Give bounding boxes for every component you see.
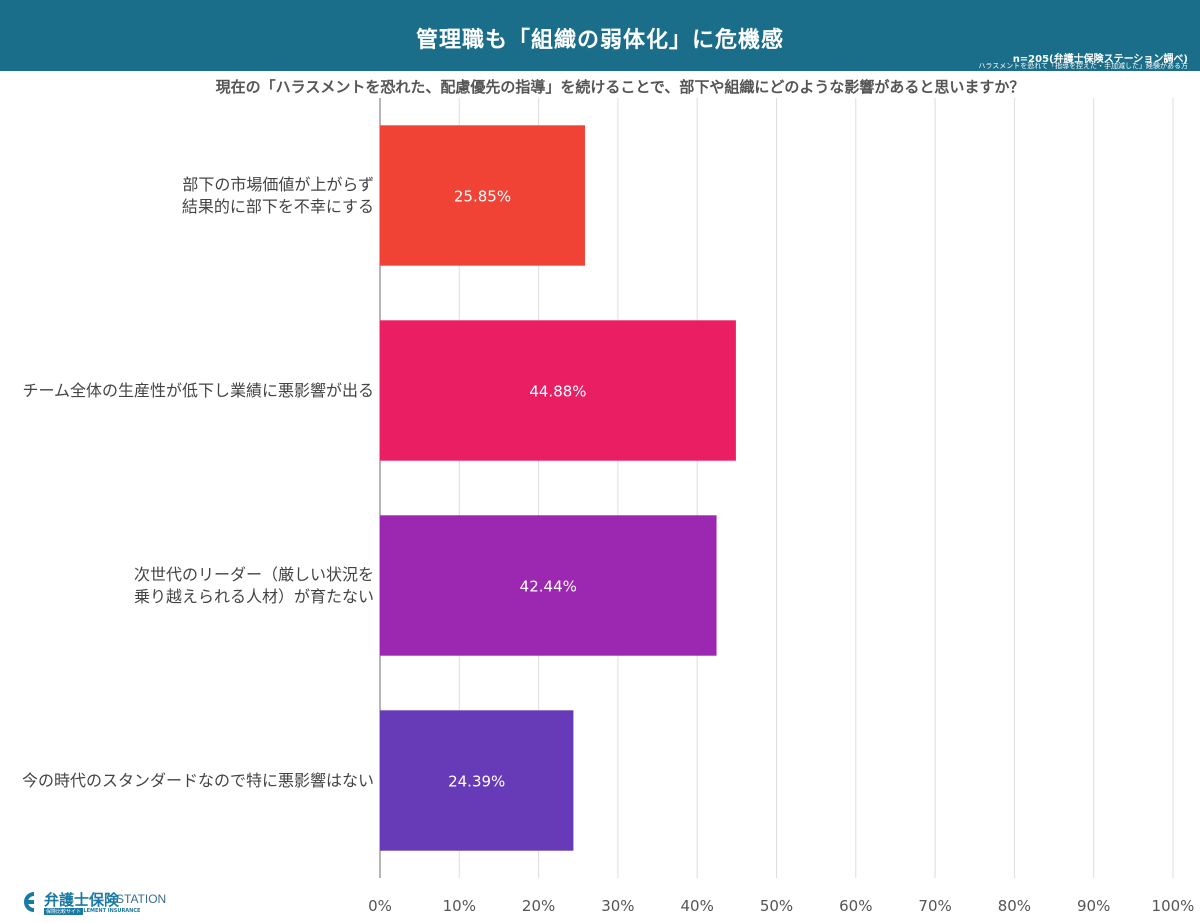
category-label: 部下の市場価値が上がらず 結果的に部下を不幸にする <box>0 174 374 218</box>
x-tick-label: 20% <box>522 897 555 915</box>
x-tick-label: 10% <box>443 897 476 915</box>
header-banner: 管理職も「組織の弱体化」に危機感 n=205(弁護士保険ステーション調べ) ハラ… <box>0 0 1200 71</box>
x-tick-label: 80% <box>998 897 1031 915</box>
category-label: 次世代のリーダー（厳しい状況を 乗り越えられる人材）が育たない <box>0 564 374 608</box>
bar <box>380 320 736 461</box>
target-note: ハラスメントを恐れて「指導を控えた・手加減した」経験がある方 <box>978 62 1188 70</box>
data-label: 25.85% <box>454 188 511 206</box>
bar <box>380 515 717 656</box>
chart-question-title: 現在の「ハラスメントを恐れた、配慮優先の指導」を続けることで、部下や組織にどのよ… <box>215 78 1025 96</box>
category-label-line: 次世代のリーダー（厳しい状況を <box>133 564 374 584</box>
category-label: 今の時代のスタンダードなので特に悪影響はない <box>0 770 374 792</box>
category-label: チーム全体の生産性が低下し業績に悪影響が出る <box>0 380 374 402</box>
category-label-line: 乗り越えられる人材）が育たない <box>133 586 374 606</box>
category-label-line: チーム全体の生産性が低下し業績に悪影響が出る <box>22 380 374 400</box>
logo-name: 弁護士保険 <box>44 891 120 909</box>
logo-tagline: ELEMENT INSURANCE <box>80 908 141 914</box>
data-label: 44.88% <box>529 383 586 401</box>
x-tick-label: 50% <box>760 897 793 915</box>
logo-mark-icon <box>24 892 35 912</box>
category-label-line: 部下の市場価値が上がらず <box>182 174 374 194</box>
data-label: 24.39% <box>448 773 505 791</box>
category-label-line: 結果的に部下を不幸にする <box>181 196 374 216</box>
sample-size-note: n=205(弁護士保険ステーション調べ) <box>1012 54 1188 65</box>
x-tick-label: 90% <box>1077 897 1110 915</box>
x-tick-label: 100% <box>1152 897 1195 915</box>
data-label: 42.44% <box>520 578 577 596</box>
bar <box>380 710 574 851</box>
category-label-line: 今の時代のスタンダードなので特に悪影響はない <box>21 770 374 790</box>
page-title: 管理職も「組織の弱体化」に危機感 <box>415 28 784 53</box>
logo-badge: 保険比較サイト <box>44 908 84 915</box>
x-tick-label: 60% <box>839 897 872 915</box>
logo-station: STATION <box>116 892 167 906</box>
x-tick-label: 40% <box>681 897 714 915</box>
x-tick-label: 70% <box>918 897 951 915</box>
bar <box>380 125 585 266</box>
x-tick-label: 0% <box>368 897 392 915</box>
x-tick-label: 30% <box>601 897 634 915</box>
